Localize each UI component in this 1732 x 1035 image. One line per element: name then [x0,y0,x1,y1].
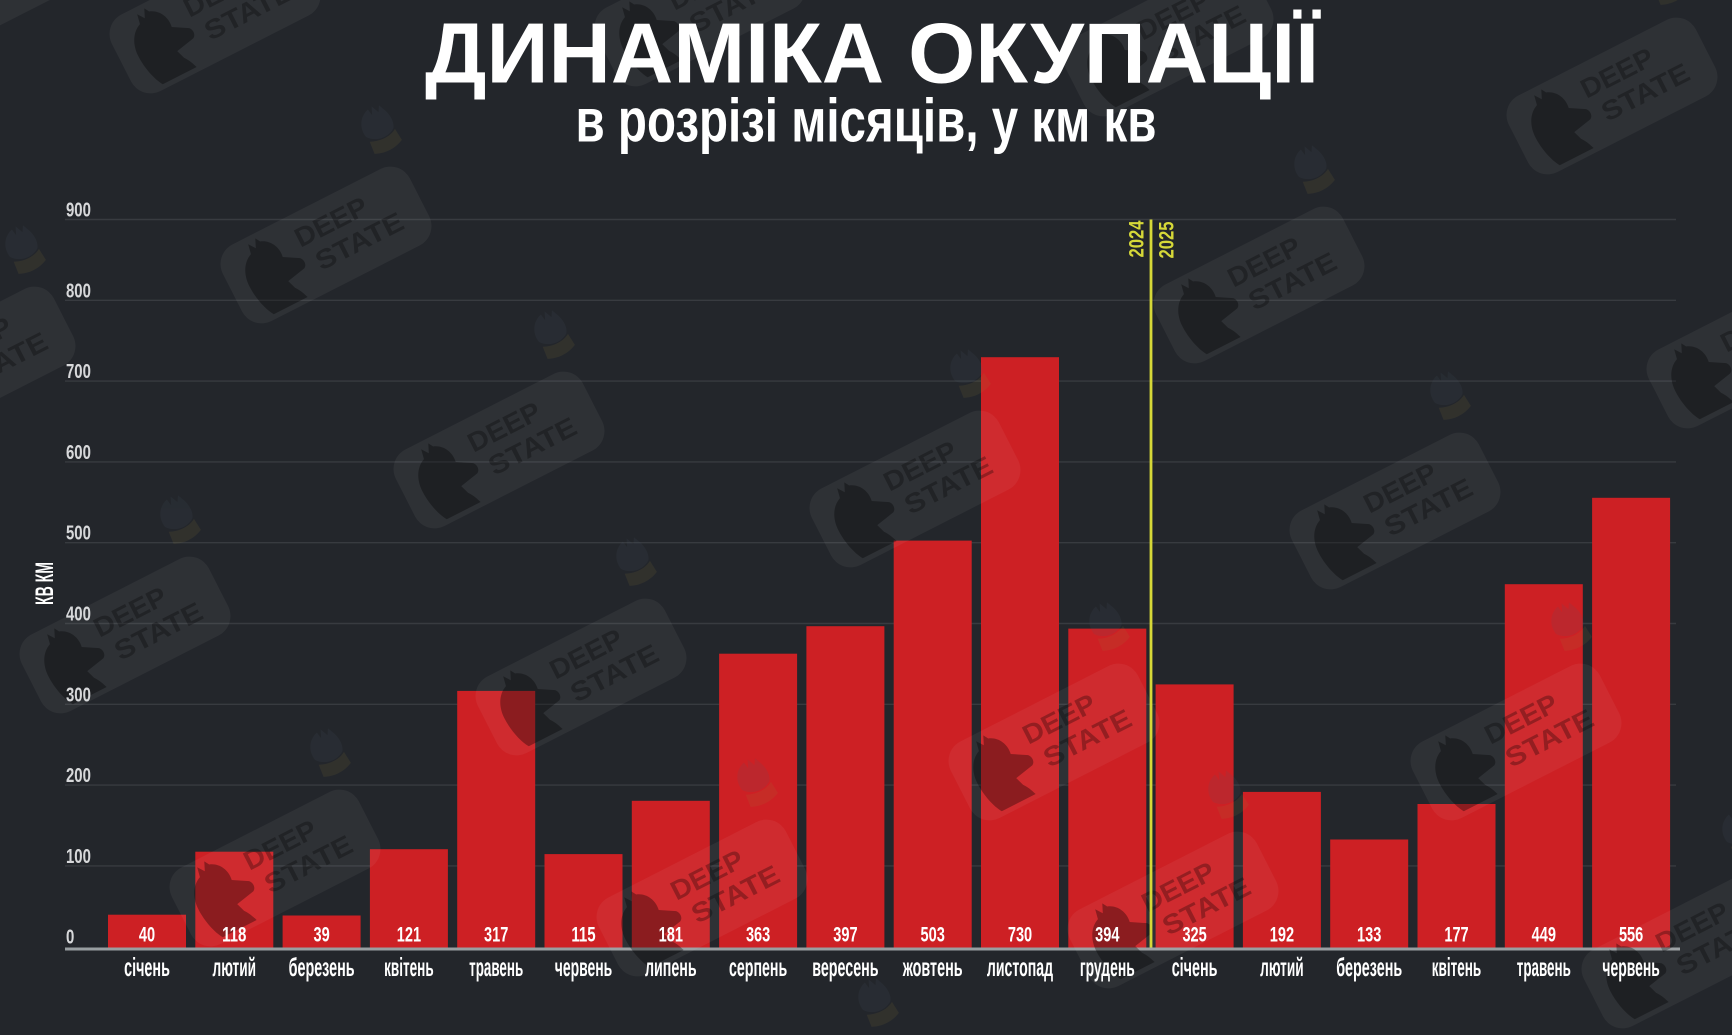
svg-text:серпень: серпень [729,952,787,982]
svg-text:730: 730 [1008,924,1032,947]
svg-text:500: 500 [66,522,91,545]
svg-text:400: 400 [66,603,91,626]
svg-text:0: 0 [66,926,74,949]
svg-text:2025: 2025 [1156,221,1179,258]
svg-text:133: 133 [1357,924,1381,947]
svg-text:березень: березень [289,952,355,982]
svg-text:397: 397 [833,924,857,947]
svg-text:2024: 2024 [1126,220,1149,257]
svg-text:квітень: квітень [384,952,434,982]
svg-text:липень: липень [645,952,697,982]
svg-text:40: 40 [139,924,155,947]
svg-text:квітень: квітень [1432,952,1482,982]
svg-text:березень: березень [1336,952,1402,982]
svg-text:лютий: лютий [1260,952,1304,982]
svg-text:січень: січень [1172,952,1218,982]
svg-text:181: 181 [659,924,684,947]
svg-text:100: 100 [66,845,91,868]
svg-text:700: 700 [66,360,91,383]
svg-text:грудень: грудень [1080,952,1135,982]
svg-text:325: 325 [1182,924,1207,947]
svg-text:200: 200 [66,764,91,787]
svg-text:листопад: листопад [987,952,1053,982]
svg-text:в розрізі місяців, у км кв: в розрізі місяців, у км кв [576,87,1157,155]
svg-text:900: 900 [66,199,91,222]
svg-text:118: 118 [222,924,247,947]
svg-text:121: 121 [397,924,422,947]
svg-text:556: 556 [1619,924,1643,947]
svg-text:лютий: лютий [213,952,257,982]
svg-text:вересень: вересень [812,952,878,982]
svg-text:600: 600 [66,441,91,464]
svg-text:317: 317 [484,924,508,947]
svg-text:червень: червень [1602,952,1660,982]
svg-text:січень: січень [124,952,170,982]
svg-text:394: 394 [1095,924,1120,947]
svg-text:травень: травень [469,952,523,982]
svg-text:39: 39 [314,924,330,947]
svg-text:800: 800 [66,279,91,302]
svg-text:300: 300 [66,683,91,706]
svg-text:КВ КМ: КВ КМ [31,562,59,605]
svg-text:травень: травень [1517,952,1571,982]
svg-text:червень: червень [555,952,613,982]
svg-text:363: 363 [746,924,770,947]
svg-text:жовтень: жовтень [902,952,962,982]
svg-text:115: 115 [571,924,596,947]
svg-text:192: 192 [1270,924,1294,947]
svg-text:449: 449 [1532,924,1556,947]
svg-text:ДИНАМІКА ОКУПАЦІЇ: ДИНАМІКА ОКУПАЦІЇ [425,7,1322,102]
svg-text:177: 177 [1444,924,1468,947]
svg-text:503: 503 [921,924,945,947]
